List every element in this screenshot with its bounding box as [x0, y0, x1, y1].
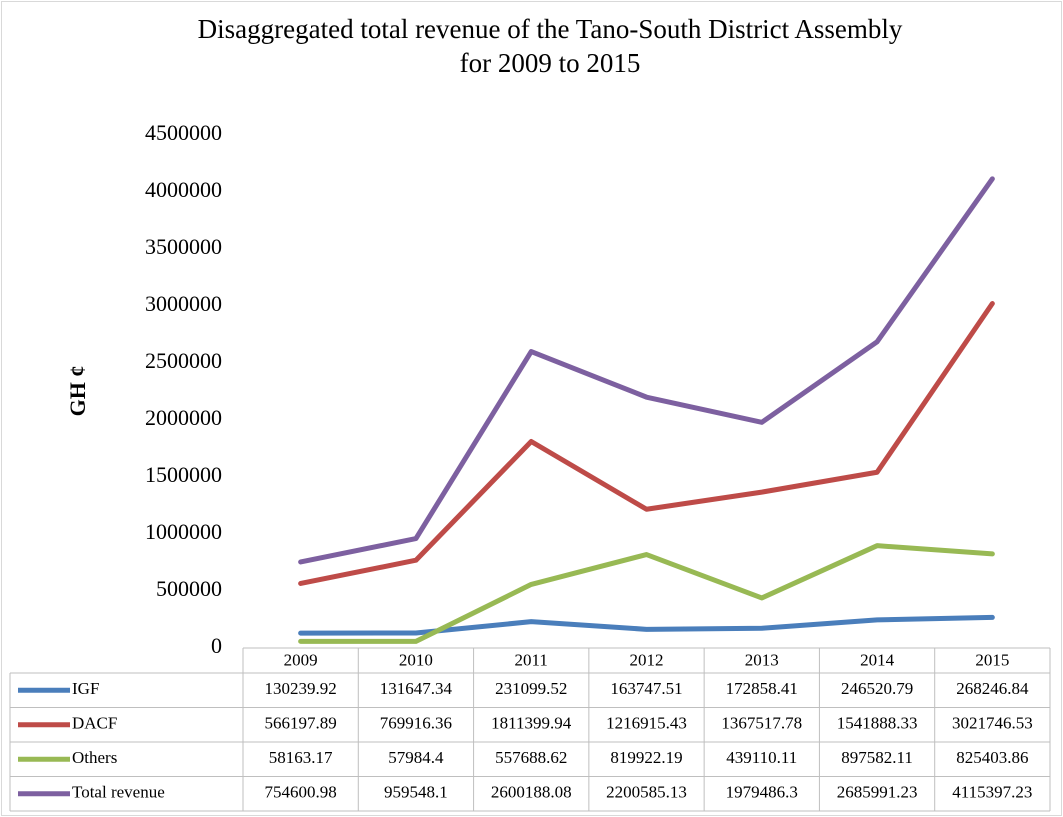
x-tick-label: 2013: [745, 650, 779, 669]
x-tick-label: 2010: [399, 650, 433, 669]
series-line: [298, 301, 995, 586]
x-tick-label: 2014: [860, 650, 895, 669]
table-value: 769916.36: [380, 714, 452, 733]
x-tick-label: 2011: [515, 650, 548, 669]
table-value: 1367517.78: [721, 714, 802, 733]
y-tick-label: 0: [211, 633, 222, 658]
table-value: 754600.98: [265, 783, 337, 802]
table-value: 246520.79: [841, 679, 913, 698]
legend-label: DACF: [72, 714, 117, 733]
table-value: 1216915.43: [606, 714, 687, 733]
table-value: 231099.52: [495, 679, 567, 698]
y-tick-label: 2000000: [145, 405, 222, 430]
table-value: 130239.92: [265, 679, 337, 698]
x-tick-label: 2012: [630, 650, 664, 669]
y-tick-label: 1500000: [145, 462, 222, 487]
y-tick-label: 4000000: [145, 177, 222, 202]
y-tick-label: 3000000: [145, 291, 222, 316]
table-value: 819922.19: [610, 748, 682, 767]
table-value: 4115397.23: [952, 783, 1032, 802]
y-tick-label: 500000: [156, 576, 222, 601]
series-line: [298, 543, 995, 644]
legend-label: IGF: [72, 679, 99, 698]
table-value: 172858.41: [726, 679, 798, 698]
table-value: 163747.51: [610, 679, 682, 698]
table-value: 1811399.94: [491, 714, 572, 733]
y-tick-label: 1000000: [145, 519, 222, 544]
series-line: [298, 176, 995, 565]
series-line: [298, 614, 995, 636]
y-tick-label: 3500000: [145, 234, 222, 259]
table-value: 557688.62: [495, 748, 567, 767]
y-tick-label: 4500000: [145, 120, 222, 145]
legend-label: Total revenue: [72, 783, 165, 802]
table-value: 2200585.13: [606, 783, 687, 802]
table-value: 57984.4: [388, 748, 444, 767]
table-value: 268246.84: [956, 679, 1029, 698]
table-value: 566197.89: [265, 714, 337, 733]
table-value: 825403.86: [956, 748, 1028, 767]
y-axis-label: GH ¢: [65, 366, 90, 417]
table-value: 959548.1: [384, 783, 448, 802]
table-value: 1979486.3: [726, 783, 798, 802]
x-tick-label: 2009: [284, 650, 318, 669]
legend-label: Others: [72, 748, 117, 767]
x-tick-label: 2015: [975, 650, 1009, 669]
table-value: 58163.17: [269, 748, 333, 767]
table-value: 439110.11: [726, 748, 797, 767]
table-value: 2685991.23: [837, 783, 918, 802]
chart-title: Disaggregated total revenue of the Tano-…: [197, 14, 903, 78]
table-value: 2600188.08: [491, 783, 572, 802]
table-value: 897582.11: [841, 748, 913, 767]
table-value: 131647.34: [380, 679, 453, 698]
table-value: 3021746.53: [952, 714, 1033, 733]
y-tick-label: 2500000: [145, 348, 222, 373]
table-value: 1541888.33: [837, 714, 918, 733]
